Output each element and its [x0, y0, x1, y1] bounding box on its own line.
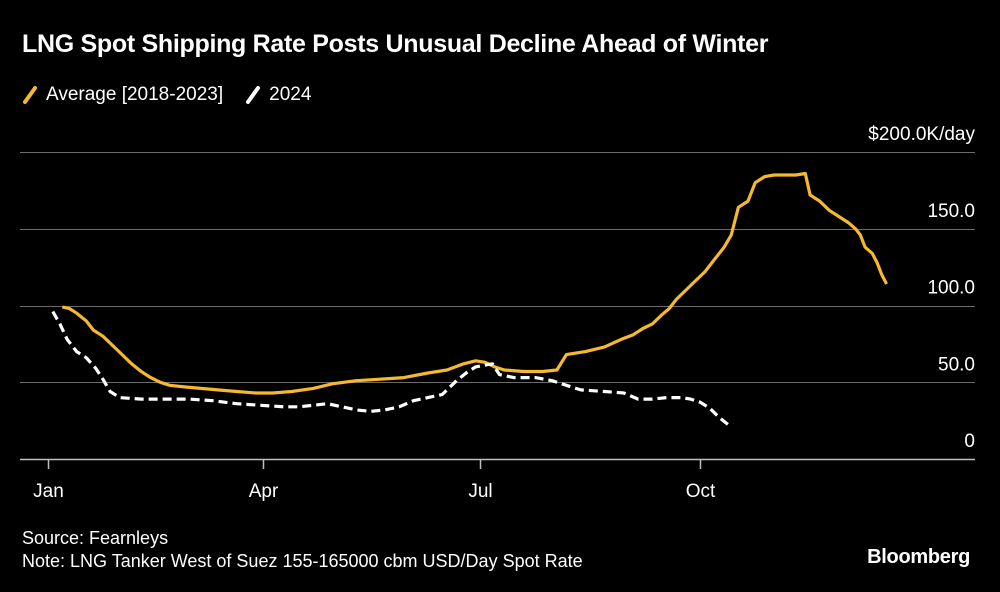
legend-swatch-average-mark [23, 86, 37, 104]
y-tick-label: $200.0K/day [868, 124, 975, 145]
y-tick-label: 150.0 [927, 201, 975, 222]
y-tick-label: 50.0 [938, 354, 975, 375]
series-line-average [61, 171, 889, 395]
x-tick-label: Jan [33, 481, 64, 502]
methodology-note: Note: LNG Tanker West of Suez 155-165000… [22, 551, 583, 571]
x-tick-label: Oct [686, 481, 716, 502]
series-line-2024 [51, 310, 730, 427]
legend-swatch-average [23, 86, 37, 104]
legend-label-2024: 2024 [269, 84, 312, 105]
chart-footer: Source: Fearnleys Note: LNG Tanker West … [22, 527, 583, 573]
legend-label-average: Average [2018-2023] [46, 84, 224, 105]
x-tick-label: Jul [468, 481, 492, 502]
legend-swatch-2024 [246, 86, 261, 104]
legend: Average [2018-2023] 2024 [22, 84, 311, 106]
legend-item-average: Average [2018-2023] [22, 84, 223, 106]
bloomberg-logo: Bloomberg [867, 546, 970, 568]
y-tick-label: 0 [964, 431, 975, 452]
chart-title: LNG Spot Shipping Rate Posts Unusual Dec… [22, 30, 769, 58]
y-tick-label: 100.0 [927, 278, 975, 299]
x-tick-label: Apr [249, 481, 279, 502]
source-note: Source: Fearnleys [22, 528, 169, 548]
legend-swatch-2024-mark [246, 86, 261, 104]
legend-item-2024: 2024 [245, 84, 311, 106]
